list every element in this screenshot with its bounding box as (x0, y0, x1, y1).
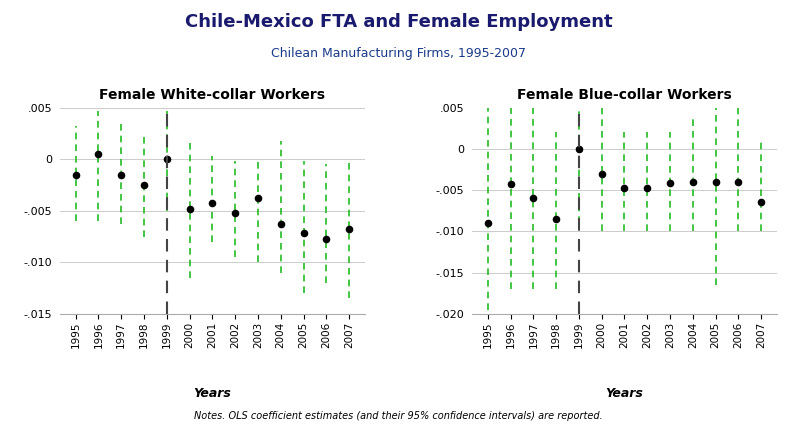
Point (115, 171, 128, 178)
Point (505, 181, 517, 188)
Text: Notes. OLS coefficient estimates (and their 95% confidence intervals) are report: Notes. OLS coefficient estimates (and th… (194, 412, 603, 421)
Point (320, 235, 332, 242)
Point (664, 180, 677, 187)
Point (618, 185, 631, 192)
Point (595, 170, 608, 177)
Point (297, 230, 310, 237)
Text: Chile-Mexico FTA and Female Employment: Chile-Mexico FTA and Female Employment (185, 13, 612, 31)
Text: Years: Years (194, 387, 231, 400)
Point (343, 226, 355, 233)
Point (274, 221, 287, 227)
Point (641, 185, 654, 192)
Point (550, 215, 563, 222)
Point (138, 181, 151, 188)
Title: Female Blue-collar Workers: Female Blue-collar Workers (517, 88, 732, 102)
Point (183, 205, 196, 212)
Point (481, 220, 494, 227)
Point (686, 178, 699, 185)
Point (527, 195, 540, 202)
Point (160, 156, 173, 163)
Text: Chilean Manufacturing Firms, 1995-2007: Chilean Manufacturing Firms, 1995-2007 (271, 47, 526, 60)
Point (709, 178, 722, 185)
Point (206, 200, 218, 207)
Point (572, 145, 585, 152)
Title: Female White-collar Workers: Female White-collar Workers (100, 88, 325, 102)
Point (755, 199, 768, 206)
Point (69, 171, 82, 178)
Point (252, 195, 265, 202)
Point (732, 178, 744, 185)
Point (92, 150, 105, 157)
Text: Years: Years (606, 387, 643, 400)
Point (229, 209, 241, 216)
